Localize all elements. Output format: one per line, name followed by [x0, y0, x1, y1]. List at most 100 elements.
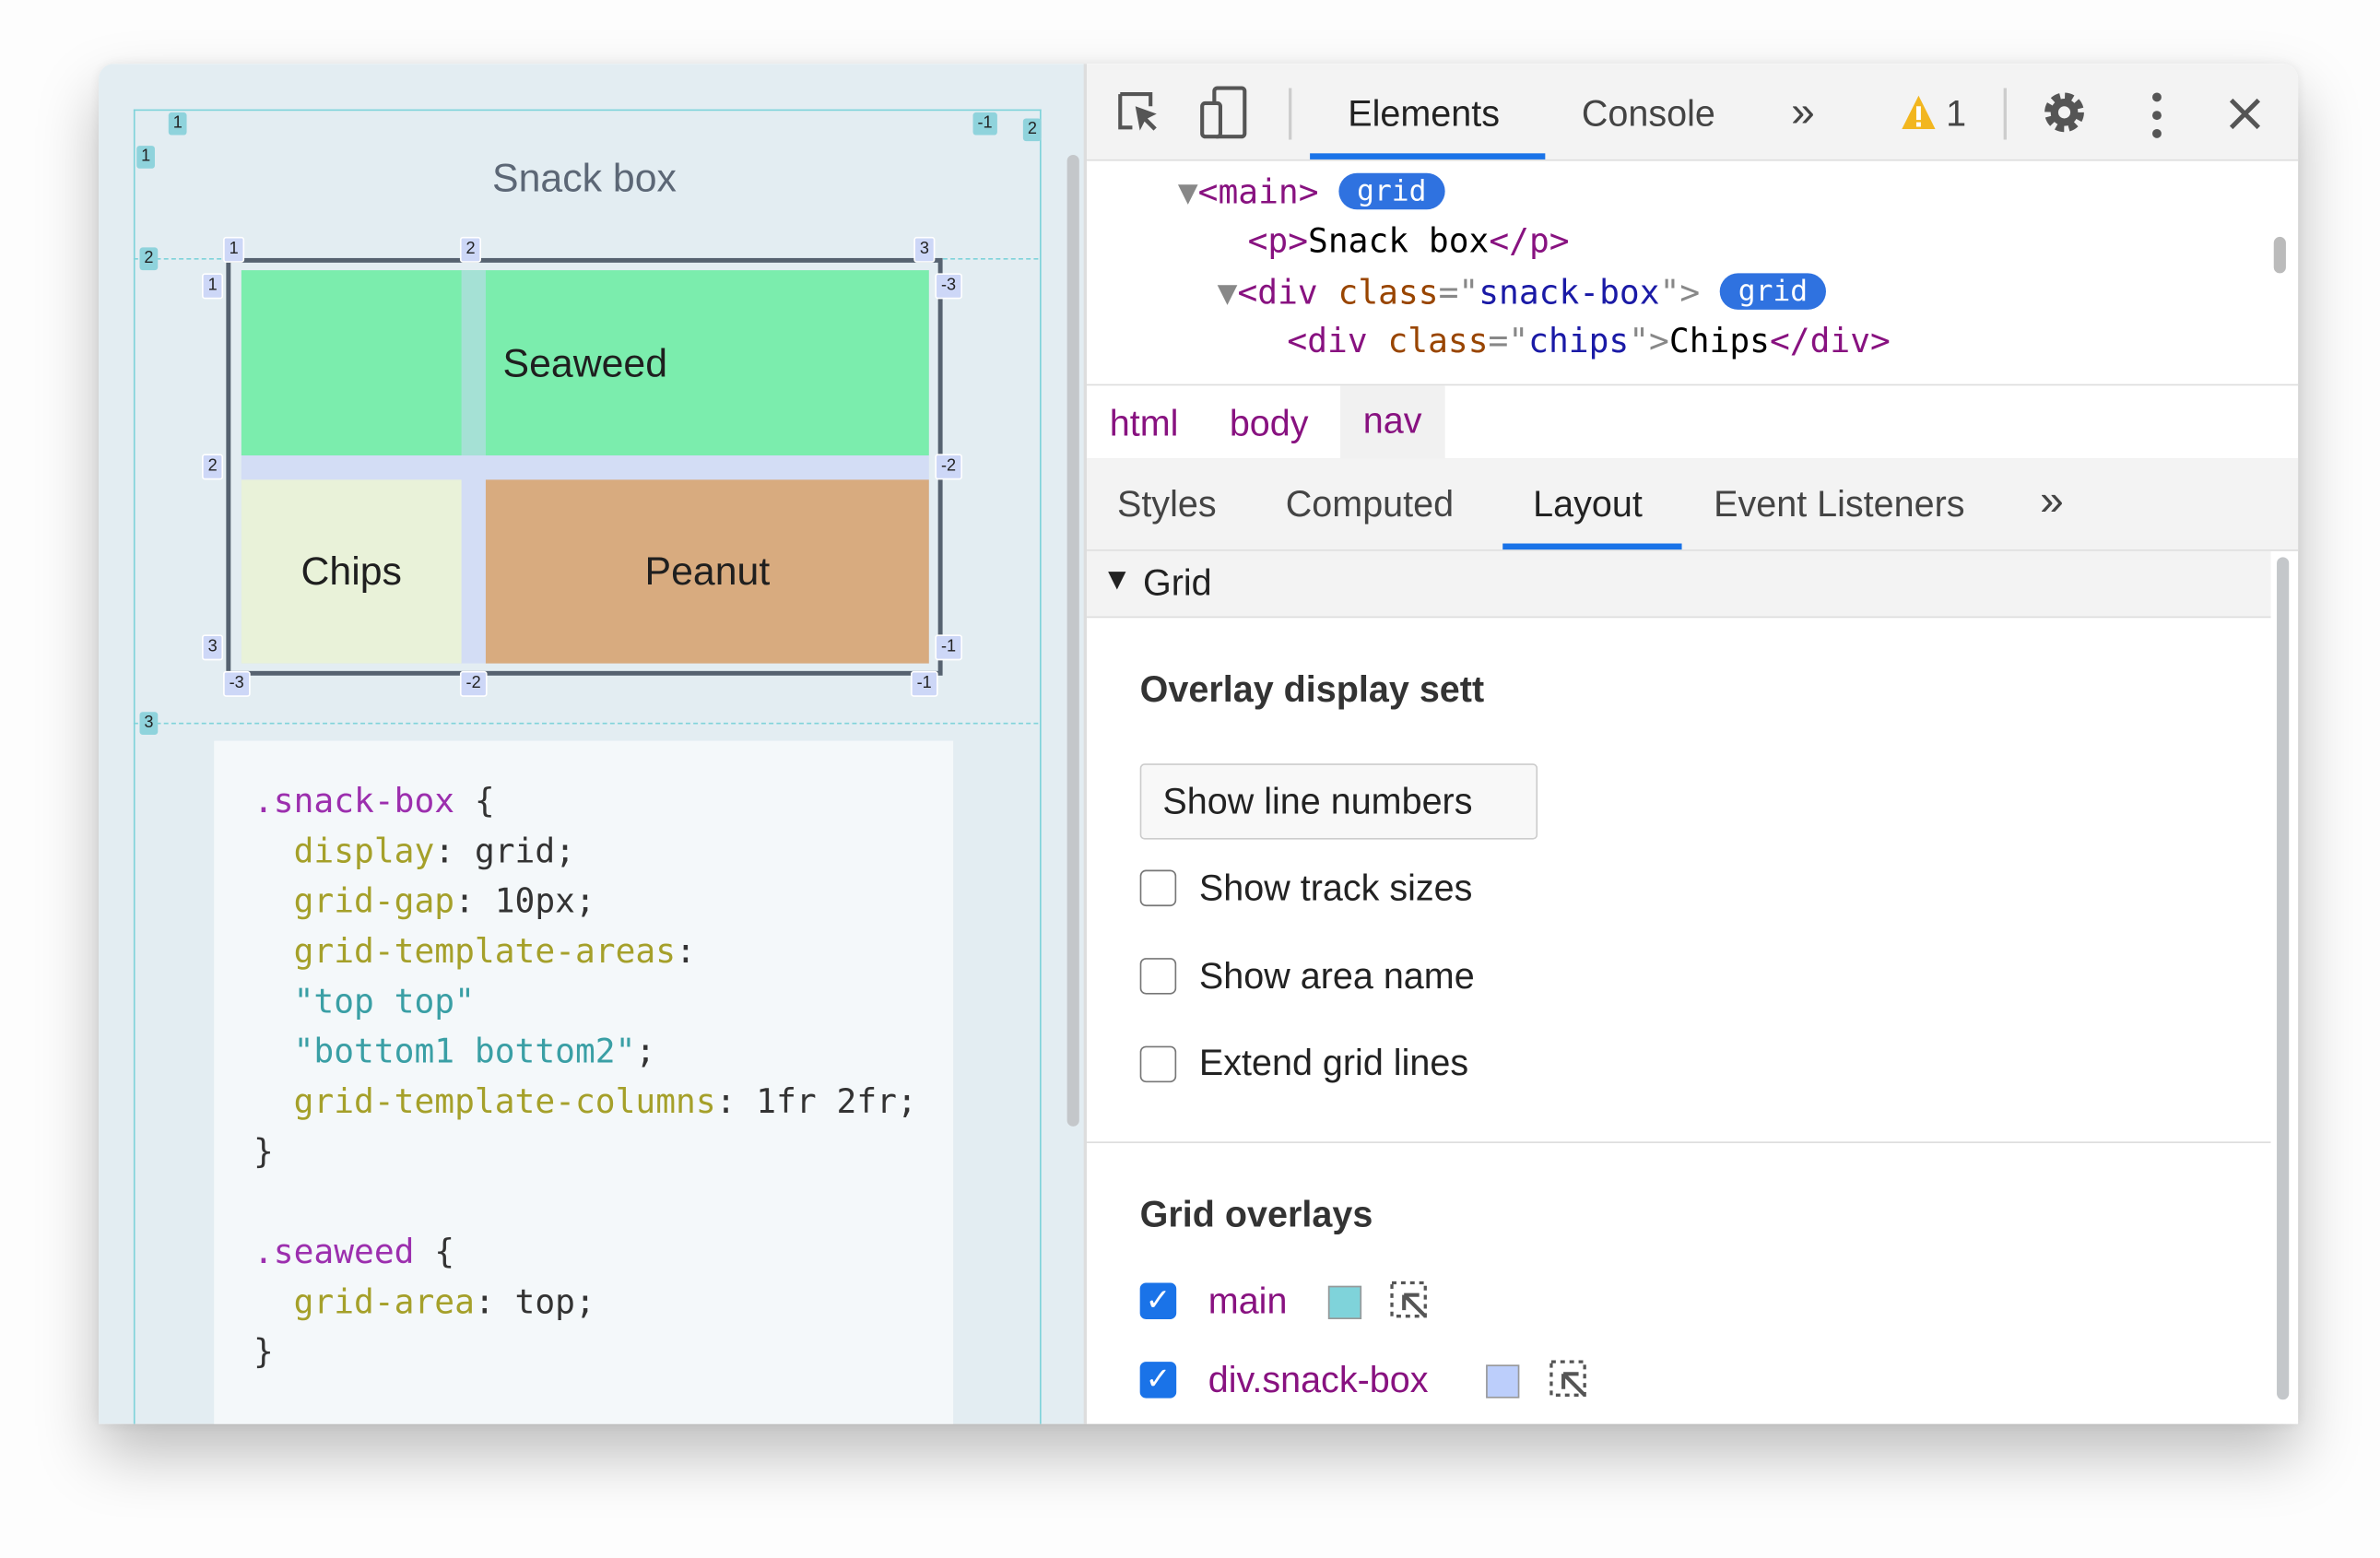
dom-scrollbar[interactable] [2273, 236, 2286, 274]
tab-styles[interactable]: Styles [1116, 484, 1217, 525]
peanut-label: Peanut [644, 548, 771, 594]
code-line: grid-gap: 10px; [253, 883, 595, 921]
seaweed-label: Seaweed [502, 339, 668, 385]
code-line: "bottom1 bottom2"; [253, 1033, 656, 1071]
device-toolbar-icon[interactable] [1199, 85, 1251, 139]
snack-row-label: 1 [202, 273, 224, 300]
snack-box-overlay-checkbox[interactable]: ✓ [1139, 1362, 1177, 1399]
code-token: : 10px; [454, 883, 595, 922]
close-icon[interactable] [2228, 97, 2261, 130]
dom-node-chips[interactable]: <div class="chips">Chips</div> [1287, 324, 1890, 361]
main-row-label: 1 [136, 146, 156, 169]
code-token: { [454, 783, 495, 821]
collapse-triangle-icon: ▼ [1102, 562, 1133, 597]
breadcrumb-html[interactable]: html [1109, 404, 1179, 445]
highlight-element-icon[interactable] [1549, 1359, 1591, 1401]
tag: <div [1287, 323, 1388, 361]
main-col-label: -1 [972, 112, 997, 136]
settings-gear-icon[interactable] [2040, 89, 2089, 137]
snack-row-label: 3 [202, 634, 224, 661]
option-label: Show track sizes [1198, 868, 1473, 910]
tag: </div> [1769, 323, 1891, 361]
snack-col-label: 1 [223, 236, 245, 263]
code-line: "top top" [253, 984, 475, 1021]
tab-console[interactable]: Console [1581, 94, 1715, 136]
punct: =" [1438, 275, 1479, 313]
snack-box-color-swatch[interactable] [1486, 1364, 1520, 1399]
code-line: .seaweed { [253, 1234, 454, 1272]
attr-value: snack-box [1479, 275, 1660, 313]
punct: "> [1629, 323, 1669, 361]
grid-badge[interactable]: grid [1338, 172, 1445, 210]
page-preview: 1 1 -1 2 2 3 Snack box Seaweed Chips Pea… [99, 64, 1086, 1424]
attr: class [1337, 275, 1439, 313]
tag: </p> [1489, 223, 1570, 262]
main-color-swatch[interactable] [1327, 1285, 1362, 1319]
more-options-icon[interactable] [2150, 91, 2164, 140]
warning-count[interactable]: 1 [1946, 94, 1967, 136]
snack-row-label: -1 [935, 634, 962, 661]
overlay-label-main[interactable]: main [1208, 1281, 1288, 1323]
show-area-names-checkbox[interactable] [1139, 958, 1177, 995]
breadcrumb-nav[interactable]: nav [1340, 385, 1445, 459]
chips-label: Chips [300, 548, 402, 594]
text: Snack box [1308, 223, 1490, 262]
breadcrumb-body[interactable]: body [1229, 404, 1309, 445]
dom-node-snack-box[interactable]: ▼<div class="snack-box"> grid [1218, 273, 1826, 313]
extend-grid-lines-checkbox[interactable] [1139, 1045, 1177, 1083]
warning-icon[interactable] [1901, 94, 1938, 131]
breadcrumb: html body nav [1087, 384, 2299, 460]
grid-badge[interactable]: grid [1720, 273, 1826, 310]
snack-row-label: 2 [202, 454, 224, 480]
code-line: grid-template-areas: [253, 934, 696, 972]
main-overlay-checkbox[interactable]: ✓ [1139, 1282, 1177, 1319]
show-track-sizes-checkbox[interactable] [1139, 869, 1177, 907]
tab-event-listeners[interactable]: Event Listeners [1714, 484, 1965, 525]
tab-layout[interactable]: Layout [1533, 484, 1643, 525]
code-token: display [253, 833, 435, 872]
devtools-toolbar: Elements Console » 1 [1087, 64, 2299, 161]
app-window: 1 1 -1 2 2 3 Snack box Seaweed Chips Pea… [99, 64, 2299, 1424]
snack-row-label: -3 [935, 273, 962, 300]
peanut-cell: Peanut [485, 479, 929, 664]
section-title: Grid [1142, 562, 1212, 605]
page-title: Snack box [492, 154, 677, 201]
seaweed-cell: Seaweed [241, 270, 929, 456]
code-token: : [676, 933, 696, 972]
line-names-select[interactable]: Show line numbers [1139, 763, 1538, 840]
inspect-element-icon[interactable] [1117, 91, 1162, 136]
code-line: display: grid; [253, 833, 575, 871]
preview-scrollbar[interactable] [1066, 154, 1079, 1127]
code-token: .seaweed [253, 1233, 415, 1272]
active-subtab-indicator [1502, 543, 1682, 550]
text: Chips [1668, 323, 1770, 361]
overlay-settings-heading: Overlay display sett [1139, 669, 1485, 711]
more-subtabs-button[interactable]: » [2040, 477, 2064, 525]
tab-computed[interactable]: Computed [1285, 484, 1455, 525]
grid-section-header[interactable]: ▼ Grid [1087, 550, 2271, 619]
snack-col-label: 3 [913, 236, 936, 263]
grid-overlays-heading: Grid overlays [1139, 1194, 1373, 1236]
column-gap [461, 270, 486, 456]
more-tabs-button[interactable]: » [1791, 88, 1815, 136]
dom-node-p[interactable]: <p>Snack box</p> [1248, 223, 1570, 261]
code-line: .snack-box { [253, 784, 495, 821]
code-token: .snack-box [253, 783, 455, 821]
code-line: } [253, 1334, 274, 1372]
overlay-label-snack-box[interactable]: div.snack-box [1208, 1360, 1429, 1401]
tag: <p> [1247, 223, 1309, 262]
punct: =" [1488, 323, 1529, 361]
tab-elements[interactable]: Elements [1348, 94, 1501, 136]
code-token: grid-template-areas [253, 933, 677, 972]
code-token: "top top" [253, 984, 475, 1022]
pane-divider[interactable] [1083, 64, 1088, 1424]
highlight-element-icon[interactable] [1389, 1280, 1432, 1322]
tag: <div [1237, 275, 1338, 313]
option-label: Show area name [1198, 956, 1475, 997]
dom-node-main[interactable]: ▼<main> grid [1178, 172, 1445, 213]
code-token: grid-gap [253, 883, 455, 922]
option-label: Extend grid lines [1198, 1043, 1469, 1084]
layout-scrollbar[interactable] [2277, 557, 2290, 1400]
main-col-label: 2 [1022, 118, 1042, 142]
active-tab-indicator [1310, 153, 1546, 159]
